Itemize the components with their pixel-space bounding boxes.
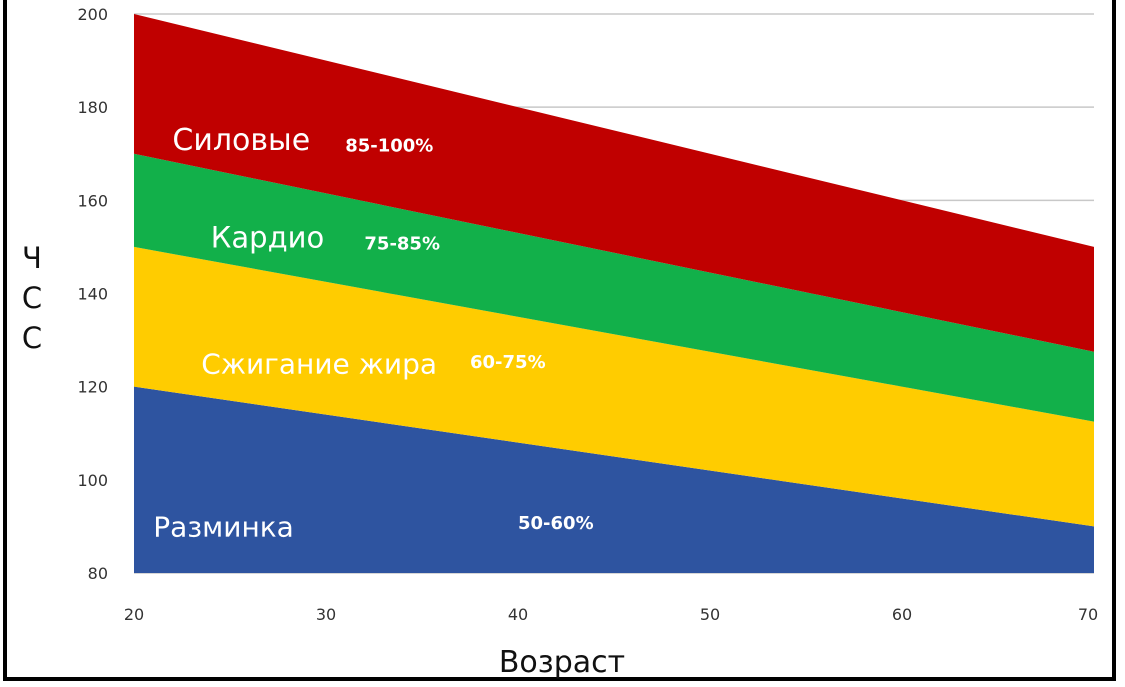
zone-name-label: Кардио xyxy=(211,221,324,255)
y-tick-label: 80 xyxy=(88,564,108,583)
x-tick-label: 30 xyxy=(316,605,336,624)
zone-name-label: Сжигание жира xyxy=(201,347,437,380)
zone-band-3 xyxy=(134,153,1094,422)
zone-percent-label: 50-60% xyxy=(518,513,594,534)
x-tick-labels: 20 30 40 50 60 70 xyxy=(124,605,1098,624)
y-tick-label: 160 xyxy=(77,191,108,210)
y-tick-labels: 80 100 120 140 160 180 200 xyxy=(77,5,108,583)
zone-band-2 xyxy=(134,246,1094,527)
y-tick-label: 180 xyxy=(77,98,108,117)
y-tick-label: 120 xyxy=(77,378,108,397)
zone-name-label: Разминка xyxy=(153,510,294,543)
zone-band-4 xyxy=(134,14,1094,352)
x-tick-label: 70 xyxy=(1078,605,1098,624)
zone-band-1 xyxy=(134,386,1094,573)
zone-bands xyxy=(134,14,1094,573)
y-tick-label: 100 xyxy=(77,471,108,490)
x-tick-label: 40 xyxy=(508,605,528,624)
zone-percent-label: 85-100% xyxy=(345,135,433,156)
zone-percent-label: 60-75% xyxy=(470,352,546,373)
zone-name-label: Силовые xyxy=(172,123,310,158)
x-tick-label: 60 xyxy=(892,605,912,624)
zone-labels: Разминка 50-60% Сжигание жира 60-75% Кардио 7… xyxy=(153,123,593,544)
x-tick-label: 20 xyxy=(124,605,144,624)
y-tick-label: 140 xyxy=(77,285,108,304)
y-tick-label: 200 xyxy=(77,5,108,24)
zone-percent-label: 75-85% xyxy=(364,233,440,254)
x-tick-label: 50 xyxy=(700,605,720,624)
x-axis-label: Возраст xyxy=(499,645,625,680)
